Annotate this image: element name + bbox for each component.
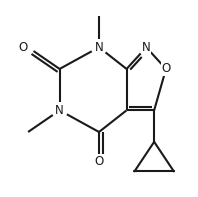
- Text: O: O: [161, 62, 171, 75]
- Text: N: N: [55, 104, 64, 117]
- Text: N: N: [142, 41, 151, 54]
- Text: O: O: [19, 41, 28, 54]
- Text: O: O: [94, 155, 104, 168]
- Text: N: N: [95, 41, 103, 54]
